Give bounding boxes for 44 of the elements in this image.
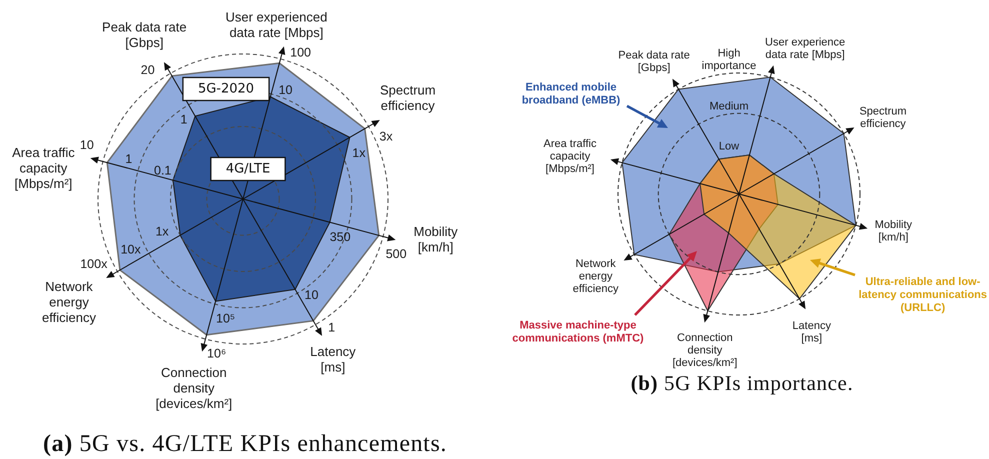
spoke-label: Connection density [devices/km²]	[156, 364, 232, 411]
spoke-label: Area traffic capacity [Mbps/m²]	[544, 138, 597, 175]
spoke-label: Spectrum efficiency	[859, 105, 907, 130]
text: 10	[80, 138, 94, 152]
text: 100x	[80, 257, 108, 272]
spoke-label: Latency [ms]	[792, 320, 832, 345]
spoke-label: Spectrum efficiency	[380, 82, 436, 114]
spoke-label: Area traffic capacity [Mbps/m²]	[12, 144, 76, 191]
spoke-label: Connection density [devices/km²]	[672, 332, 738, 370]
spoke-label: Peak data rate [Gbps]	[102, 20, 187, 50]
spoke-label: Mobility [km/h]	[874, 218, 913, 244]
text: (b) 5G KPIs importance.	[630, 371, 854, 396]
text: Enhanced mobile broadband (eMBB)	[522, 82, 621, 107]
spoke-label: Latency [ms]	[310, 344, 356, 374]
text: 20	[140, 63, 155, 78]
text: 1x	[352, 146, 366, 160]
spoke-label: Network energy efficiency	[42, 279, 96, 326]
text: 10x	[120, 242, 141, 257]
text: 100	[290, 45, 311, 60]
y-tick-label: High importance	[702, 48, 756, 72]
spoke-label: Mobility [km/h]	[414, 224, 458, 255]
text: Massive machine-type communications (mMTC)	[512, 320, 644, 345]
y-tick-label: Low	[718, 140, 740, 153]
text: (a) 5G vs. 4G/LTE KPIs enhancements.	[42, 431, 448, 458]
text: 10⁵	[216, 312, 236, 326]
text: 1	[180, 112, 188, 126]
text: 10	[304, 288, 318, 302]
spoke-label: Peak data rate [Gbps]	[618, 49, 690, 74]
text: 10⁶	[207, 346, 226, 360]
text: 350	[330, 230, 351, 244]
series-label: 5G-2020	[198, 81, 254, 96]
text: Ultra-reliable and low-latency communications (URLLC)	[858, 276, 988, 314]
text: 0.1	[154, 164, 172, 178]
spoke-label: Network energy efficiency	[572, 258, 619, 295]
text: 500	[386, 247, 407, 261]
spoke-label: User experience data rate [Mbps]	[765, 36, 846, 61]
text: 3x	[379, 129, 393, 144]
text: 1	[328, 320, 336, 334]
text: 1x	[155, 224, 169, 238]
spoke-label: User experienced data rate [Mbps]	[225, 10, 328, 40]
y-tick-label: Medium	[709, 100, 749, 112]
series-label: 4G/LTE	[226, 161, 270, 176]
text: 1	[125, 152, 132, 166]
text: 10	[278, 82, 292, 97]
